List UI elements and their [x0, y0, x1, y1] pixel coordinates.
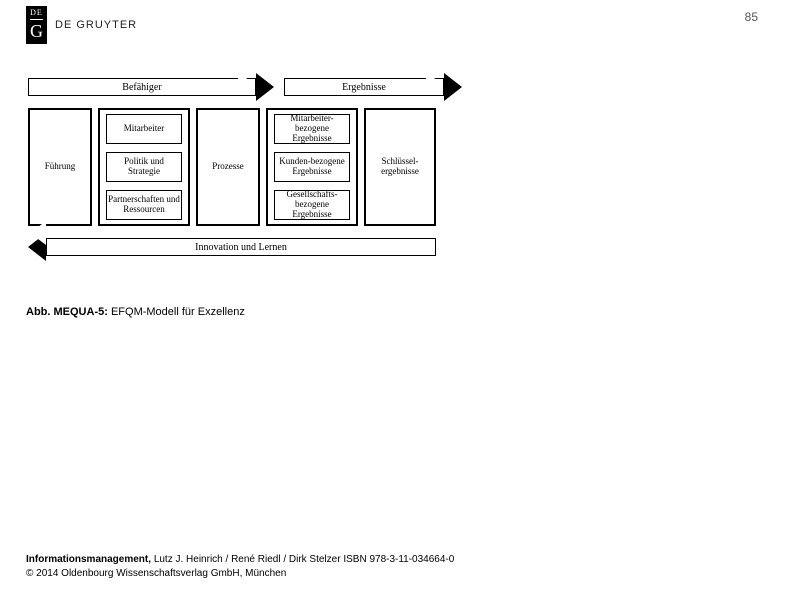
caption-label: Abb. MEQUA-5: — [26, 306, 108, 318]
page-root: DE G DE GRUYTER 85 Befähiger Ergebnisse … — [0, 0, 794, 596]
box-label: Führung — [30, 110, 90, 224]
panel-prozesse: Prozesse — [196, 108, 260, 226]
arrow-label: Innovation und Lernen — [47, 242, 435, 253]
panel-fuehrung: Führung — [28, 108, 92, 226]
arrow-label: Befähiger — [29, 82, 255, 93]
publisher-logo: DE G DE GRUYTER — [26, 6, 137, 44]
arrow-label: Ergebnisse — [285, 82, 443, 93]
box-mitarbeiter-ergebnisse: Mitarbeiter-bezogene Ergebnisse — [274, 114, 350, 144]
panel-col4: Mitarbeiter-bezogene Ergebnisse Kunden-b… — [266, 108, 358, 226]
panel-schluessel: Schlüssel-ergebnisse — [364, 108, 436, 226]
box-label: Schlüssel-ergebnisse — [366, 110, 434, 224]
footer-line-1: Informationsmanagement, Lutz J. Heinrich… — [26, 553, 454, 567]
box-kunden-ergebnisse: Kunden-bezogene Ergebnisse — [274, 152, 350, 182]
box-label: Prozesse — [198, 110, 258, 224]
box-gesellschaft-ergebnisse: Gesellschafts-bezogene Ergebnisse — [274, 190, 350, 220]
caption-text: EFQM-Modell für Exzellenz — [111, 306, 245, 318]
footer-copyright: © 2014 Oldenbourg Wissenschaftsverlag Gm… — [26, 567, 454, 581]
publisher-name: DE GRUYTER — [55, 19, 137, 31]
arrow-befaehiger: Befähiger — [28, 78, 256, 96]
box-politik: Politik und Strategie — [106, 152, 182, 182]
page-footer: Informationsmanagement, Lutz J. Heinrich… — [26, 553, 454, 580]
box-mitarbeiter: Mitarbeiter — [106, 114, 182, 144]
arrow-ergebnisse: Ergebnisse — [284, 78, 444, 96]
publisher-logo-box: DE G — [26, 6, 47, 44]
efqm-diagram: Befähiger Ergebnisse Führung Mitarbeiter… — [26, 78, 466, 278]
footer-authors: Lutz J. Heinrich / René Riedl / Dirk Ste… — [154, 554, 455, 565]
page-number: 85 — [745, 10, 758, 24]
logo-text-de: DE — [30, 9, 43, 17]
panel-col2: Mitarbeiter Politik und Strategie Partne… — [98, 108, 190, 226]
figure-caption: Abb. MEQUA-5: EFQM-Modell für Exzellenz — [26, 306, 245, 318]
arrow-innovation: Innovation und Lernen — [46, 238, 436, 256]
logo-text-g: G — [30, 19, 43, 40]
footer-title: Informationsmanagement, — [26, 554, 151, 565]
box-partner: Partnerschaften und Ressourcen — [106, 190, 182, 220]
